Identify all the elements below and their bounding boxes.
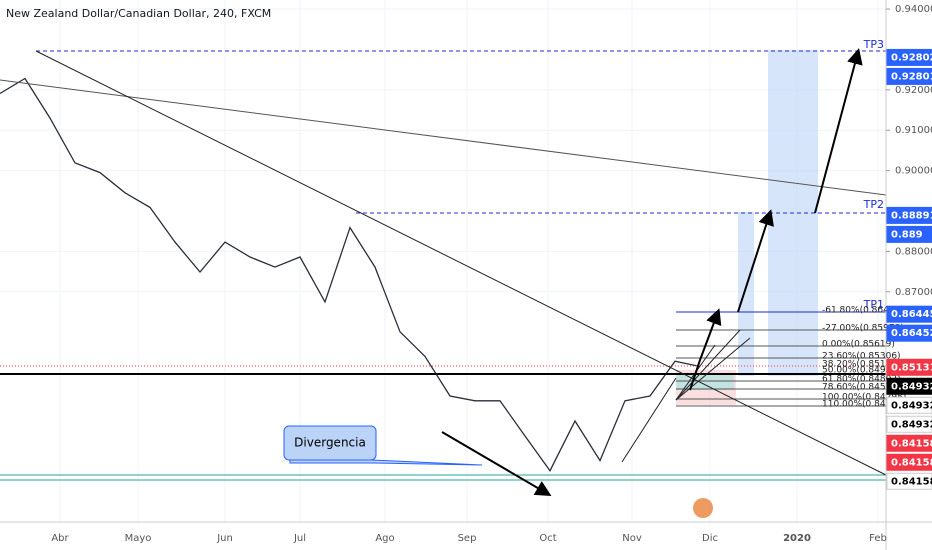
x-tick-label: Jun (216, 533, 233, 544)
fib-label: -61.80%(0.86445) (822, 306, 904, 316)
price-badge-label: 0.86445 (891, 309, 932, 320)
price-badge-label: 0.85131 (891, 362, 932, 373)
price-badge (886, 324, 932, 342)
projection-arrow (689, 308, 722, 391)
callout-text: Divergencia (294, 436, 366, 450)
price-badge (886, 206, 932, 224)
x-tick-label: Mayo (125, 533, 152, 544)
price-badge-label: 0.84932 (891, 419, 932, 430)
price-badge (886, 453, 932, 471)
x-tick-label: Feb (869, 533, 887, 544)
trend-line (0, 79, 887, 196)
price-badge-label: 0.84932 (891, 400, 932, 411)
fib-label: 0.00%(0.85619) (822, 340, 895, 350)
x-tick-label: Dic (702, 533, 718, 544)
price-badge-label: 0.92801 (891, 71, 932, 82)
price-badge (886, 305, 932, 323)
x-tick-label: Sep (458, 533, 477, 544)
fib-label: 38.20%(0.85113) (822, 360, 901, 370)
target-zone (738, 212, 754, 376)
x-tick-label: Abr (51, 533, 69, 544)
projection-arrow (814, 48, 863, 214)
fib-label: 100.00%(0.84298) (822, 393, 906, 403)
price-badge (886, 377, 932, 395)
x-tick-label: Ago (375, 533, 394, 544)
x-tick-label: Nov (622, 533, 642, 544)
x-tick-label: 2020 (783, 533, 811, 544)
trend-line (621, 377, 677, 463)
callout-box (283, 425, 377, 461)
price-badge (886, 434, 932, 452)
price-badge-label: 0.84158 (891, 438, 932, 449)
price-badge (886, 67, 932, 85)
price-badge (886, 48, 932, 66)
price-badge-label: 0.86452 (891, 328, 932, 339)
logo (693, 498, 713, 518)
divergence-arrow (441, 431, 552, 497)
price-badge (886, 396, 932, 414)
fib-label: 23.60%(0.85306) (822, 352, 901, 362)
price-badge-label: 0.92802 (891, 52, 932, 63)
price-badge (886, 472, 932, 490)
fib-label: -27.00%(0.85978) (822, 324, 904, 334)
target-label: TP2 (863, 198, 884, 211)
price-line (0, 77, 701, 472)
price-badge (886, 225, 932, 243)
price-badge-label: 0.84158 (891, 476, 932, 487)
fib-label: 50.00%(0.84958) (822, 366, 901, 376)
price-badge-label: 0.889 (891, 229, 923, 240)
y-tick-label: 0.87000 (895, 287, 932, 298)
x-tick-label: Oct (539, 533, 556, 544)
projection-arrow (737, 209, 774, 313)
fib-label: 78.60%(0.84579) (822, 383, 901, 393)
chart-title: New Zealand Dollar/Canadian Dollar, 240,… (6, 7, 271, 20)
price-badge-label: 0.84158 (891, 457, 932, 468)
fan-line (675, 329, 741, 401)
price-badge (886, 358, 932, 376)
fib-label: 61.80%(0.84802) (822, 375, 901, 385)
trend-line (35, 50, 887, 476)
price-badge (886, 415, 932, 433)
price-badge-label: 0.88891 (891, 210, 932, 221)
target-label: TP1 (863, 298, 884, 311)
fib-lines (676, 329, 886, 407)
target-label: TP3 (863, 38, 884, 51)
fan-line (675, 337, 751, 401)
price-badge-label: 0.84932 (891, 381, 932, 392)
fib-label: 110.00%(0.84166) (822, 400, 906, 410)
x-tick-label: Jul (293, 533, 306, 544)
